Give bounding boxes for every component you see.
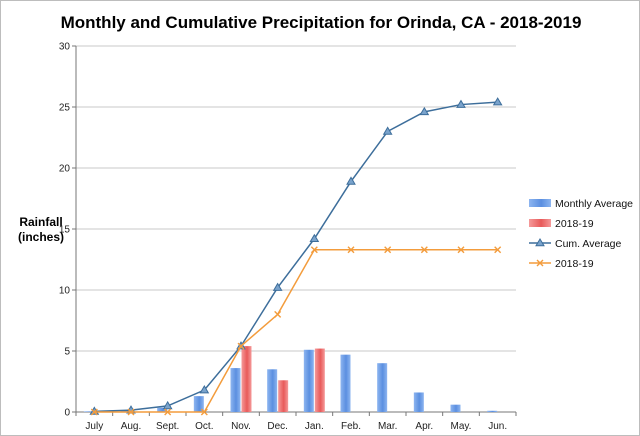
legend-label: Monthly Average xyxy=(555,198,633,210)
line-point-x xyxy=(347,246,355,254)
y-axis-label-line1: Rainfall xyxy=(19,215,62,229)
x-tick-label: Aug. xyxy=(121,421,142,432)
legend-label: 2018-19 xyxy=(555,218,594,230)
y-tick-label: 15 xyxy=(59,225,71,236)
series-line xyxy=(94,101,498,413)
line-point-x xyxy=(200,408,208,416)
x-tick-label: Jun. xyxy=(488,421,507,432)
y-tick-label: 0 xyxy=(64,408,70,419)
line-point-x xyxy=(420,246,428,254)
bar xyxy=(241,346,252,412)
line-point-triangle xyxy=(492,97,503,106)
bars xyxy=(83,346,498,412)
line-point-triangle xyxy=(346,176,356,185)
bar xyxy=(487,410,498,412)
x-tick-label: July xyxy=(85,421,103,432)
x-tick-label: Dec. xyxy=(267,421,288,432)
line-point-x xyxy=(536,259,544,267)
x-tick-label: Nov. xyxy=(231,421,251,432)
x-tick-label: Mar. xyxy=(378,421,397,432)
line-point-x xyxy=(274,310,282,318)
bar xyxy=(450,404,461,412)
bar xyxy=(278,380,289,412)
x-tick-label: Sept. xyxy=(156,421,179,432)
bar xyxy=(83,411,94,412)
x-tick-label: Apr. xyxy=(415,421,433,432)
line-point-triangle xyxy=(456,99,466,108)
line-point-triangle xyxy=(272,282,283,291)
bar xyxy=(314,348,325,412)
lines xyxy=(89,97,503,416)
chart-title: Monthly and Cumulative Precipitation for… xyxy=(61,13,582,32)
bar xyxy=(267,369,278,412)
series-line xyxy=(94,248,498,413)
y-axis-label-line2: (inches) xyxy=(18,230,64,244)
y-tick-label: 10 xyxy=(59,286,71,297)
y-tick-label: 30 xyxy=(59,42,71,53)
line-point-triangle xyxy=(199,385,210,394)
axes xyxy=(72,45,517,416)
x-tick-label: May. xyxy=(451,421,472,432)
bar xyxy=(303,349,314,412)
bar xyxy=(157,407,168,412)
bar xyxy=(377,363,388,412)
y-tick-label: 5 xyxy=(64,347,70,358)
y-tick-label: 25 xyxy=(59,103,71,114)
y-tick-label: 20 xyxy=(59,164,71,175)
bar xyxy=(193,396,204,412)
line-point-x xyxy=(237,342,245,350)
line-point-triangle xyxy=(309,233,320,243)
line-point-x xyxy=(494,246,502,254)
line-point-x xyxy=(164,408,172,416)
x-tick-label: Jan. xyxy=(305,421,324,432)
line-point-x xyxy=(90,408,98,416)
bar xyxy=(413,392,424,412)
bar xyxy=(230,368,241,412)
line-point-triangle xyxy=(382,126,393,135)
gridlines xyxy=(76,45,516,352)
x-tick-label: Feb. xyxy=(341,421,361,432)
line-point-x xyxy=(384,246,392,254)
line-point-x xyxy=(127,408,135,416)
line-point-x xyxy=(457,246,465,254)
legend-label: 2018-19 xyxy=(555,258,594,270)
legend-swatch xyxy=(529,219,551,227)
legend-label: Cum. Average xyxy=(555,238,622,250)
line-point-triangle xyxy=(419,106,430,116)
line-point-x xyxy=(310,246,318,254)
legend: Monthly Average 2018-19 Cum. Average 2018-1… xyxy=(529,198,633,270)
bar xyxy=(340,354,351,412)
line-point-triangle xyxy=(535,238,545,247)
line-point-triangle xyxy=(162,400,173,410)
tick-labels: 0 5 10 15 20 25 30 July Aug. Sept. Oct. Nov. Dec. Jan… xyxy=(59,42,507,433)
legend-swatch xyxy=(529,199,551,207)
x-tick-label: Oct. xyxy=(195,421,213,432)
